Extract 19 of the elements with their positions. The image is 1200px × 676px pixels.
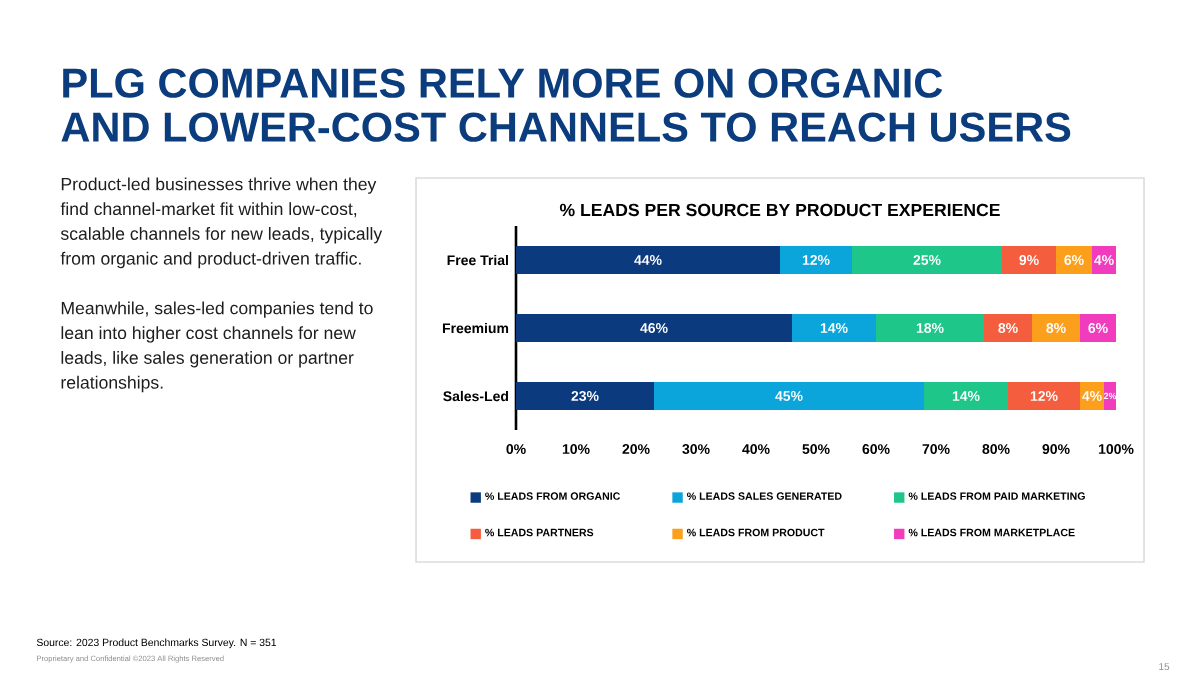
chart-title: PLG COMPANIES RELY MORE ON ORGANIC AND LOWER-COST CHANNELS TO REACH USERS: [61, 68, 1071, 142]
bar: [852, 246, 1002, 275]
bar: [1056, 246, 1092, 275]
bar: [516, 246, 780, 275]
bar: [1032, 314, 1081, 343]
bar: [792, 314, 876, 343]
text: Meanwhile, sales-led companies tend to lean into higher cost channels for new leads, like sales generation or partner relationships.: [61, 301, 373, 393]
text: Product-led businesses thrive when they find channel-market fit within low-cost, scalable channels for new leads, typically from organic and product-driven traffic.: [60, 177, 383, 269]
bar: [924, 382, 1009, 411]
bar: [780, 246, 853, 275]
bar: [516, 314, 792, 343]
bar: [1002, 246, 1057, 275]
bar: [876, 314, 985, 343]
bar: [516, 382, 654, 411]
bar: [654, 382, 925, 411]
bar: [1008, 382, 1081, 411]
chart-subtitle: % LEADS PER SOURCE BY PRODUCT EXPERIENCE: [559, 203, 1000, 217]
bar: [984, 314, 1033, 343]
bar: [1080, 314, 1117, 343]
